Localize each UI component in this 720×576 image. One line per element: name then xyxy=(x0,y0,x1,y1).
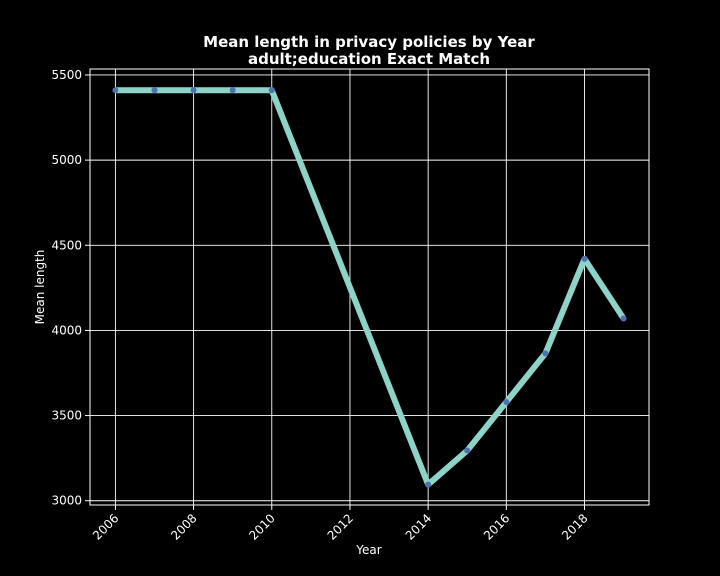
x-tick-label: 2016 xyxy=(481,511,512,542)
data-point xyxy=(464,447,471,454)
data-point xyxy=(620,315,627,322)
data-point xyxy=(503,398,510,405)
x-tick-label: 2012 xyxy=(325,511,356,542)
y-tick-label: 5000 xyxy=(51,153,82,167)
series-line xyxy=(115,87,627,488)
y-tick-label: 3500 xyxy=(51,409,82,423)
x-tick-label: 2018 xyxy=(559,511,590,542)
data-point xyxy=(581,255,588,262)
x-tick-label: 2008 xyxy=(168,511,199,542)
x-tick-label: 2006 xyxy=(90,511,121,542)
data-point xyxy=(268,87,275,94)
y-tick-label: 4500 xyxy=(51,238,82,252)
data-point xyxy=(151,87,158,94)
grid-layer xyxy=(90,69,649,505)
y-tick-label: 5500 xyxy=(51,68,82,82)
tick-layer: 2006 2008 2010 2012 2014 2016 2018 3000 3500 4000… xyxy=(51,68,590,543)
data-point xyxy=(542,350,549,357)
data-point xyxy=(190,87,197,94)
x-tick-label: 2014 xyxy=(403,511,434,542)
data-point xyxy=(425,481,432,488)
y-axis-label: Mean length xyxy=(33,250,47,325)
plot-frame xyxy=(89,68,650,506)
y-tick-label: 4000 xyxy=(51,323,82,337)
data-point xyxy=(112,87,119,94)
data-layer xyxy=(112,87,627,488)
data-point xyxy=(229,87,236,94)
chart-subtitle: adult;education Exact Match xyxy=(248,50,490,68)
chart-title: Mean length in privacy policies by Year xyxy=(203,33,535,51)
y-tick-label: 3000 xyxy=(51,494,82,508)
x-axis-label: Year xyxy=(355,543,381,557)
x-tick-label: 2010 xyxy=(246,511,277,542)
